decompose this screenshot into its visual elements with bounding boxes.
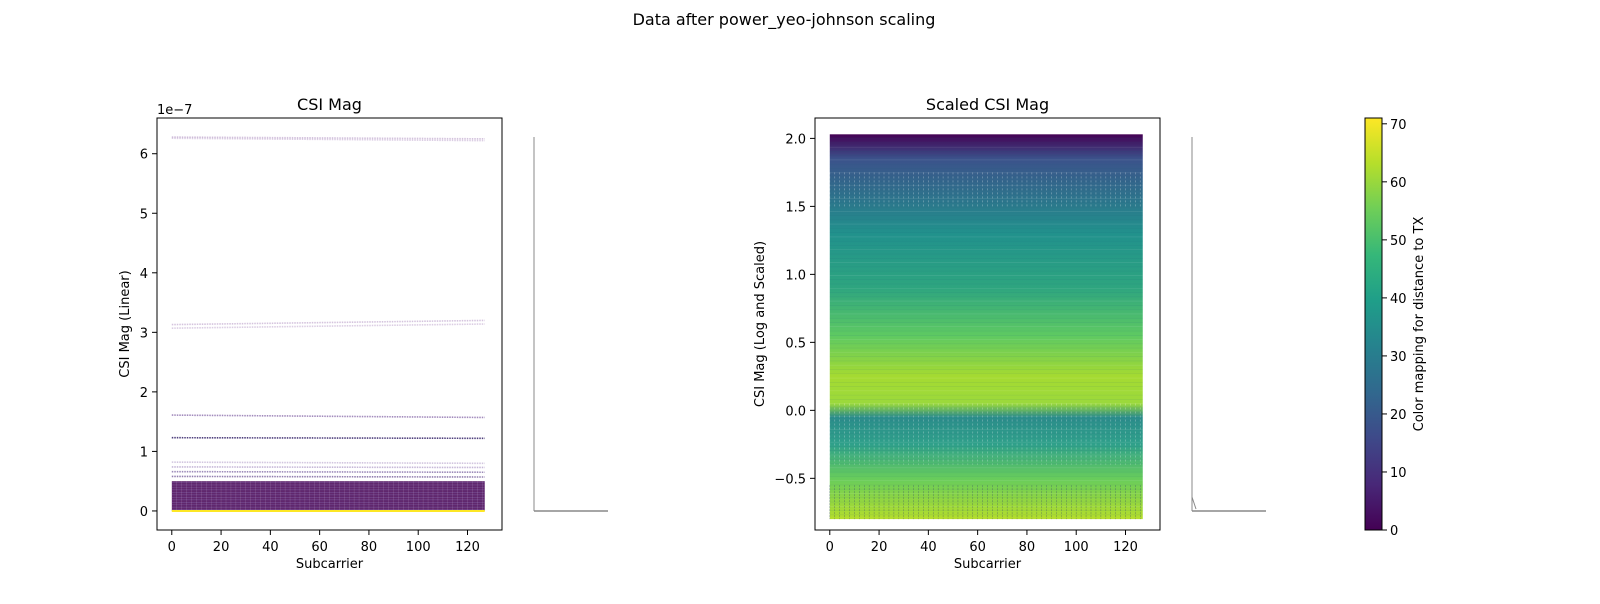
colorbar: 0 10 20 30 40 50 60 70 Color mapping for distan… bbox=[1364, 117, 1427, 539]
y-tick-label: 0 bbox=[140, 505, 148, 520]
series-line bbox=[171, 470, 485, 474]
colorbar-label: Color mapping for distance to TX bbox=[1412, 217, 1427, 432]
y-tick-label: 2.0 bbox=[785, 132, 806, 147]
series-line bbox=[171, 136, 485, 140]
colorbar-tick-label: 50 bbox=[1390, 234, 1407, 249]
series-line bbox=[171, 466, 485, 469]
x-tick-label: 120 bbox=[1113, 540, 1138, 555]
y-offset-label: 1e−7 bbox=[157, 103, 192, 118]
colorbar-tick-label: 0 bbox=[1390, 524, 1398, 539]
plot-frame bbox=[156, 117, 503, 531]
y-axis-label: CSI Mag (Log and Scaled) bbox=[753, 241, 768, 407]
colorbar-gradient bbox=[1364, 117, 1383, 531]
panel-csi-mag: CSI Mag 1e−7 Subcarrier CSI Mag (Linear)… bbox=[118, 95, 503, 572]
x-tick-label: 100 bbox=[1064, 540, 1089, 555]
marginal-distribution-left bbox=[533, 137, 608, 512]
x-axis-label: Subcarrier bbox=[296, 557, 364, 572]
x-tick-label: 0 bbox=[826, 540, 834, 555]
figure-suptitle: Data after power_yeo-johnson scaling bbox=[633, 10, 936, 30]
colorbar-tick-label: 10 bbox=[1390, 466, 1407, 481]
x-tick-label: 40 bbox=[262, 540, 279, 555]
colorbar-tick-label: 60 bbox=[1390, 176, 1407, 191]
series-line bbox=[171, 475, 485, 478]
y-tick-label: 6 bbox=[140, 148, 148, 163]
x-tick-label: 40 bbox=[920, 540, 937, 555]
y-tick-label: 0.0 bbox=[785, 404, 806, 419]
chart-title: Scaled CSI Mag bbox=[926, 95, 1049, 114]
x-tick-label: 80 bbox=[1019, 540, 1036, 555]
chart-title: CSI Mag bbox=[297, 95, 362, 114]
series-line bbox=[171, 137, 485, 142]
panel-scaled-csi-mag: Scaled CSI Mag Subcarrier CSI Mag (Log a… bbox=[753, 95, 1161, 572]
x-tick-label: 20 bbox=[213, 540, 230, 555]
x-tick-label: 100 bbox=[406, 540, 431, 555]
dense-series-band bbox=[171, 481, 485, 511]
marginal-distribution-right bbox=[1191, 137, 1266, 512]
series-line bbox=[171, 414, 485, 419]
x-tick-label: 0 bbox=[168, 540, 176, 555]
x-axis-label: Subcarrier bbox=[954, 557, 1022, 572]
x-tick-label: 80 bbox=[361, 540, 378, 555]
y-tick-label: 1 bbox=[140, 445, 148, 460]
y-tick-label: 4 bbox=[140, 267, 148, 282]
y-tick-label: 1.0 bbox=[785, 268, 806, 283]
y-tick-label: 1.5 bbox=[785, 200, 806, 215]
colorbar-tick-label: 70 bbox=[1390, 118, 1407, 133]
y-axis-label: CSI Mag (Linear) bbox=[118, 270, 133, 377]
scaled-series-area bbox=[829, 134, 1143, 520]
series-line bbox=[171, 461, 485, 465]
colorbar-tick-label: 30 bbox=[1390, 350, 1407, 365]
series-line bbox=[171, 319, 485, 326]
series-line bbox=[171, 323, 485, 329]
y-tick-label: 0.5 bbox=[785, 336, 806, 351]
y-tick-label: 3 bbox=[140, 326, 148, 341]
x-tick-label: 20 bbox=[871, 540, 888, 555]
colorbar-tick-label: 40 bbox=[1390, 292, 1407, 307]
x-tick-label: 60 bbox=[311, 540, 328, 555]
series-line bbox=[171, 436, 485, 440]
colorbar-tick-label: 20 bbox=[1390, 408, 1407, 423]
y-tick-label: 2 bbox=[140, 386, 148, 401]
x-tick-label: 60 bbox=[969, 540, 986, 555]
y-tick-label: −0.5 bbox=[774, 472, 806, 487]
y-tick-label: 5 bbox=[140, 207, 148, 222]
x-tick-label: 120 bbox=[455, 540, 480, 555]
plot-frame bbox=[814, 117, 1161, 531]
